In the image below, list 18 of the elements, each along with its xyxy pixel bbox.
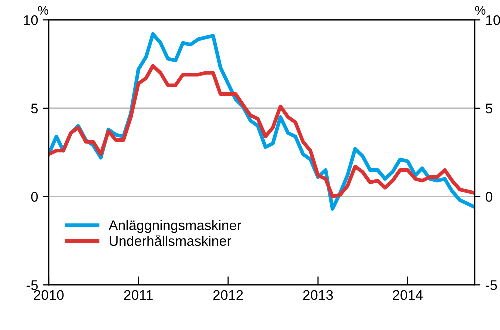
y-tick-label: 10 [24, 15, 38, 26]
x-tick-label: 2012 [214, 290, 244, 300]
legend-label: Anläggningsmaskiner [108, 220, 242, 234]
x-tick-label: 2011 [124, 290, 153, 300]
y-tick-label: 0 [31, 192, 38, 202]
y2-tick-label: -5 [486, 280, 498, 290]
y2-tick-label: 10 [486, 15, 500, 26]
y2-tick-label: 0 [486, 192, 493, 202]
y-tick-label: -5 [26, 280, 38, 290]
x-tick-label: 2010 [34, 290, 64, 300]
x-tick-label: 2014 [393, 290, 423, 300]
x-tick-label: 2013 [304, 290, 334, 300]
line-series [49, 64, 475, 199]
y2-tick-label: 5 [486, 104, 493, 114]
legend-label: Underhållsmaskiner [110, 234, 232, 246]
y2-axis-title: % [475, 6, 486, 15]
y-axis-title: % [38, 6, 49, 15]
y-tick-label: 5 [31, 104, 38, 114]
